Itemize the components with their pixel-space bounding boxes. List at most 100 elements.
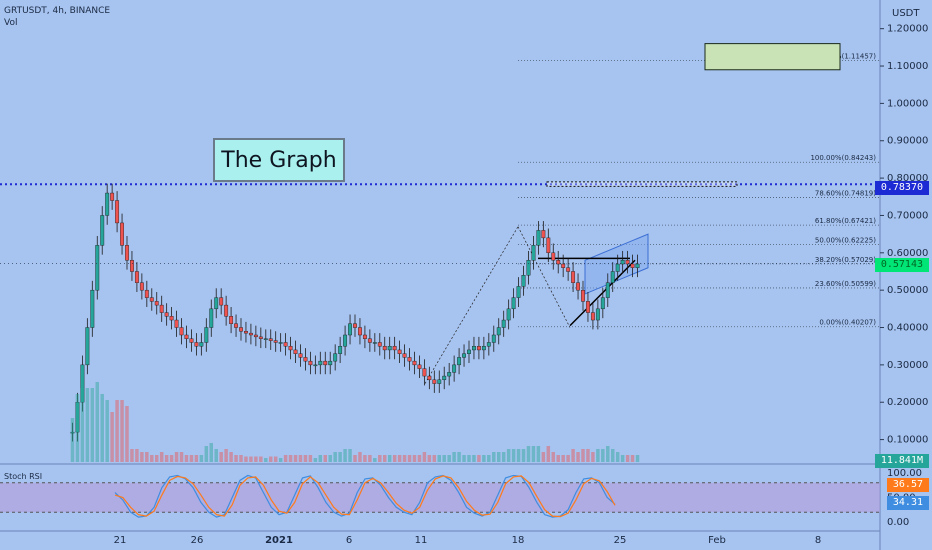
volume-bar bbox=[541, 452, 546, 462]
candle bbox=[318, 360, 323, 366]
candle bbox=[278, 342, 283, 344]
fib-swing-line-1 bbox=[424, 226, 519, 384]
volume-bar bbox=[392, 455, 397, 462]
candle bbox=[556, 260, 561, 265]
candle bbox=[273, 340, 278, 343]
candle bbox=[333, 353, 338, 362]
volume-bar bbox=[551, 452, 555, 462]
candle bbox=[125, 245, 129, 261]
volume-bar bbox=[318, 455, 323, 462]
candle bbox=[630, 263, 635, 268]
volume-bar bbox=[432, 455, 437, 462]
volume-bar bbox=[620, 455, 625, 462]
fib-level-label: 38.20%(0.57029) bbox=[815, 256, 876, 264]
volume-bar bbox=[383, 455, 387, 462]
candle bbox=[105, 192, 110, 216]
volume-bar bbox=[566, 455, 570, 462]
volume-bar bbox=[561, 455, 565, 462]
candle bbox=[80, 364, 85, 403]
fib-level-label: 50.00%(0.62225) bbox=[815, 236, 876, 244]
volume-bar bbox=[164, 455, 169, 462]
volume-bar bbox=[630, 455, 635, 462]
candle bbox=[427, 375, 432, 381]
volume-bar bbox=[110, 412, 114, 462]
volume-bar bbox=[224, 449, 228, 462]
candle bbox=[194, 342, 199, 347]
candle bbox=[70, 431, 75, 434]
candle bbox=[293, 349, 298, 354]
fib-target-box bbox=[704, 43, 841, 71]
fib-level-label: 100.00%(0.84243) bbox=[810, 154, 876, 162]
price-tick-label: 0.10000 bbox=[887, 435, 928, 446]
candle bbox=[576, 282, 580, 291]
volume-bar bbox=[214, 449, 218, 462]
candle bbox=[402, 353, 407, 358]
candle bbox=[422, 368, 427, 377]
candle bbox=[452, 364, 457, 373]
candle bbox=[100, 215, 105, 246]
currency-unit: USDT bbox=[892, 8, 920, 19]
resistance-price-tag: 0.78370 bbox=[874, 181, 929, 195]
candle bbox=[239, 327, 243, 332]
volume-bar bbox=[269, 456, 273, 462]
candle bbox=[472, 345, 476, 351]
rsi-k-line bbox=[114, 474, 616, 518]
volume-bar bbox=[521, 449, 526, 462]
candle bbox=[219, 297, 224, 306]
candle bbox=[179, 327, 184, 336]
candle bbox=[358, 327, 362, 336]
volume-bar bbox=[155, 455, 159, 462]
volume-bar bbox=[120, 400, 124, 462]
volume-bar bbox=[358, 452, 362, 462]
volume-bar bbox=[348, 449, 352, 462]
candle bbox=[432, 379, 437, 384]
candle bbox=[288, 345, 293, 351]
volume-bar bbox=[298, 455, 303, 462]
price-tick-label: 0.60000 bbox=[887, 248, 928, 259]
last-price-tag: 0.57143 bbox=[874, 258, 929, 272]
volume-bar bbox=[169, 455, 174, 462]
candle bbox=[417, 364, 422, 369]
volume-bar bbox=[601, 449, 605, 462]
rsi-tick-label: 100.00 bbox=[887, 468, 922, 479]
chart-title-box[interactable]: The Graph bbox=[213, 138, 345, 182]
candle bbox=[531, 245, 536, 261]
volume-bar bbox=[194, 455, 199, 462]
volume-bar bbox=[343, 449, 347, 462]
volume-bar bbox=[531, 446, 536, 462]
candle bbox=[541, 230, 546, 239]
volume-bar bbox=[145, 452, 149, 462]
candle bbox=[412, 360, 417, 366]
candle bbox=[526, 260, 531, 276]
volume-bar bbox=[556, 455, 560, 462]
volume-bar bbox=[482, 455, 486, 462]
volume-bar bbox=[536, 446, 541, 462]
price-tick-label: 0.50000 bbox=[887, 285, 928, 296]
price-tick-label: 0.80000 bbox=[887, 173, 928, 184]
fib-level-label: 61.80%(0.67421) bbox=[815, 217, 876, 225]
candle bbox=[283, 342, 288, 347]
volume-bar bbox=[467, 455, 471, 462]
volume-bar bbox=[150, 455, 154, 462]
candle bbox=[348, 323, 352, 336]
candle bbox=[476, 345, 481, 351]
rsi-band bbox=[0, 482, 880, 513]
volume-bar bbox=[244, 456, 248, 462]
volume-bar bbox=[586, 449, 590, 462]
candle bbox=[199, 342, 204, 347]
rsi-d-line bbox=[114, 475, 616, 518]
volume-bar bbox=[353, 455, 357, 462]
volume-bar bbox=[174, 452, 179, 462]
volume-bar bbox=[412, 455, 417, 462]
candle bbox=[571, 271, 576, 283]
candle bbox=[229, 316, 234, 324]
volume-bar bbox=[288, 455, 293, 462]
candle bbox=[551, 252, 556, 261]
candle bbox=[144, 289, 149, 298]
candle bbox=[581, 289, 585, 302]
volume-bar bbox=[105, 400, 109, 462]
candle bbox=[75, 402, 80, 433]
volume-bar bbox=[635, 455, 640, 462]
candle bbox=[258, 336, 263, 339]
